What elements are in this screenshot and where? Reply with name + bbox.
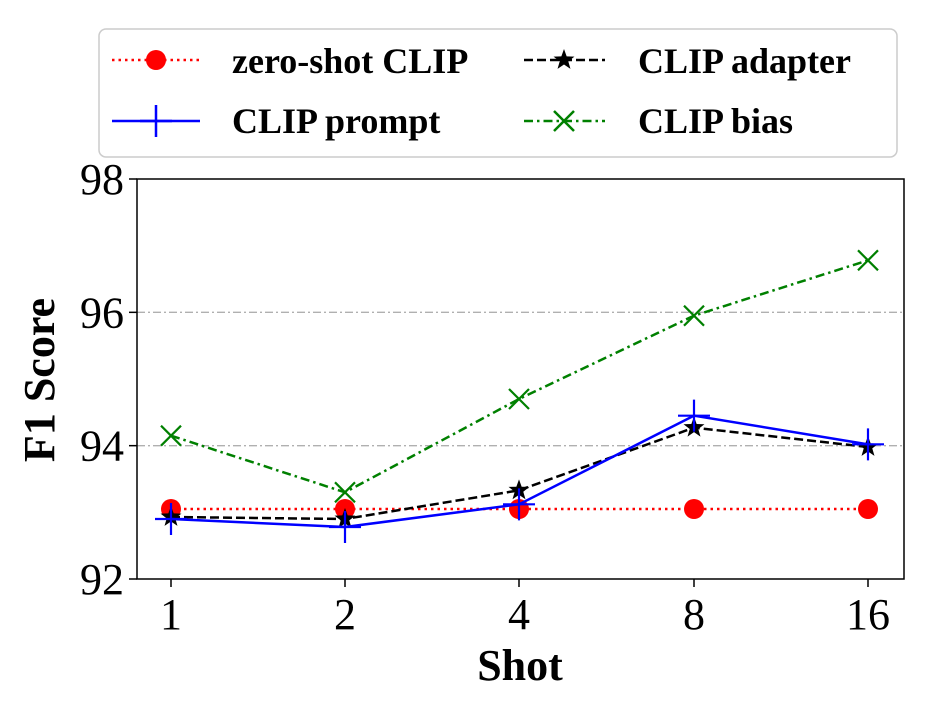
point-clip-prompt-16 xyxy=(852,428,884,461)
legend-frame xyxy=(98,28,898,158)
series-layer xyxy=(155,249,884,543)
legend-marker-clip-adapter xyxy=(553,49,575,69)
point-clip-bias-1 xyxy=(160,424,182,447)
legend-label-clip-adapter: CLIP adapter xyxy=(638,41,851,81)
point-zero-shot-clip-8 xyxy=(684,499,704,519)
legend-marker-clip-bias xyxy=(553,110,575,132)
x-tick-label-4: 4 xyxy=(508,590,530,639)
gridlines xyxy=(137,311,904,447)
point-clip-prompt-8 xyxy=(678,399,710,432)
legend-entry-clip-prompt: CLIP prompt xyxy=(112,101,440,141)
point-clip-bias-16 xyxy=(857,249,879,272)
x-axis-ticks: 1 2 4 8 16 xyxy=(160,579,890,639)
x-tick-label-2: 2 xyxy=(334,590,356,639)
series-clip-bias xyxy=(160,249,879,504)
y-tick-label-96: 96 xyxy=(80,288,124,337)
y-axis-title: F1 Score xyxy=(15,298,64,462)
y-tick-label-92: 92 xyxy=(80,555,124,604)
legend-label-zero-shot-clip: zero-shot CLIP xyxy=(232,41,468,81)
axes-frame xyxy=(136,178,905,580)
legend-entry-clip-bias: CLIP bias xyxy=(524,101,793,141)
x-axis-title: Shot xyxy=(477,641,563,690)
legend: zero-shot CLIP CLIP adapter CLIP prompt … xyxy=(98,28,898,158)
legend-entry-clip-adapter: CLIP adapter xyxy=(524,41,851,81)
point-clip-bias-4 xyxy=(508,388,530,410)
point-clip-prompt-2 xyxy=(329,511,361,543)
x-tick-label-1: 1 xyxy=(160,590,182,639)
legend-entry-zero-shot-clip: zero-shot CLIP xyxy=(112,41,468,81)
point-clip-bias-8 xyxy=(683,304,705,327)
point-clip-bias-2 xyxy=(334,481,356,504)
y-tick-label-94: 94 xyxy=(80,422,124,471)
plot-area: 1 2 4 8 16 92 94 96 98 xyxy=(80,155,905,639)
series-line-clip-bias xyxy=(170,259,869,494)
legend-marker-zero-shot-clip xyxy=(146,50,166,70)
legend-label-clip-bias: CLIP bias xyxy=(638,101,793,141)
point-clip-prompt-1 xyxy=(155,503,187,535)
x-tick-label-8: 8 xyxy=(683,590,705,639)
y-tick-label-98: 98 xyxy=(80,155,124,204)
legend-marker-clip-prompt xyxy=(140,105,172,137)
point-zero-shot-clip-16 xyxy=(858,499,878,519)
x-tick-label-16: 16 xyxy=(846,590,890,639)
series-clip-prompt xyxy=(155,399,884,543)
point-clip-prompt-4 xyxy=(503,488,535,521)
y-axis-ticks: 92 94 96 98 xyxy=(80,155,137,604)
legend-label-clip-prompt: CLIP prompt xyxy=(232,101,440,141)
